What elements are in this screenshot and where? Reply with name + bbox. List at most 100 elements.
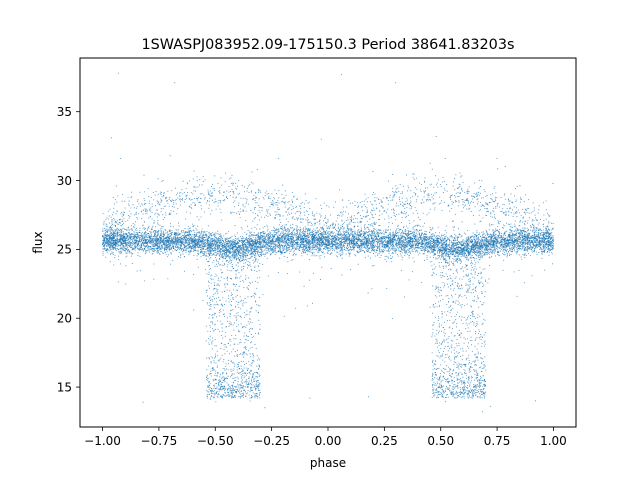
data-point	[337, 243, 339, 245]
data-point	[153, 244, 155, 246]
data-point	[352, 246, 354, 248]
data-point	[169, 229, 171, 231]
data-point	[204, 234, 206, 236]
data-point	[185, 247, 187, 249]
data-point	[548, 254, 550, 256]
data-point	[234, 253, 236, 255]
data-point	[122, 232, 124, 234]
data-point	[286, 229, 288, 231]
data-point	[118, 255, 120, 257]
data-point	[481, 250, 483, 252]
data-point	[403, 238, 405, 240]
data-point	[403, 239, 405, 241]
data-point	[366, 248, 368, 251]
data-point	[187, 247, 189, 249]
data-point	[509, 228, 511, 230]
data-point	[343, 228, 345, 230]
data-point	[162, 252, 164, 254]
data-point	[479, 241, 482, 243]
data-point	[443, 240, 445, 242]
data-point	[373, 236, 375, 238]
data-point	[176, 234, 178, 236]
data-point	[281, 248, 283, 250]
data-point	[351, 245, 353, 247]
data-point	[435, 241, 437, 244]
data-point	[391, 247, 393, 249]
data-point	[414, 236, 416, 238]
data-point	[492, 230, 494, 232]
data-point	[213, 247, 215, 249]
data-point	[183, 244, 185, 246]
data-point	[302, 239, 305, 241]
data-point	[358, 243, 360, 245]
data-point	[201, 238, 203, 240]
data-point	[539, 229, 541, 231]
data-point	[172, 226, 174, 228]
data-point	[202, 236, 204, 238]
data-point	[245, 234, 248, 236]
data-point	[290, 250, 292, 252]
data-point	[356, 250, 358, 252]
data-point	[460, 241, 462, 243]
data-point	[360, 249, 363, 251]
data-point	[481, 235, 483, 237]
data-point	[525, 241, 527, 243]
data-point	[259, 246, 261, 248]
data-point	[472, 235, 474, 237]
data-point	[237, 251, 239, 253]
data-point	[329, 253, 331, 256]
data-point	[174, 235, 176, 238]
data-point	[345, 247, 347, 249]
data-point	[257, 250, 259, 252]
data-point	[287, 237, 289, 239]
data-point	[437, 245, 440, 247]
data-point	[204, 230, 206, 232]
data-point	[429, 229, 432, 231]
data-point	[536, 247, 538, 249]
data-point	[203, 232, 205, 234]
data-point	[375, 251, 377, 254]
data-point	[516, 246, 519, 248]
data-point	[385, 230, 387, 232]
data-point	[221, 251, 223, 253]
data-point	[247, 250, 249, 252]
data-point	[412, 243, 414, 245]
data-point	[288, 239, 291, 241]
data-point	[510, 244, 512, 246]
data-point	[331, 245, 333, 247]
data-point	[511, 247, 513, 249]
data-point	[475, 257, 477, 260]
data-point	[280, 245, 282, 247]
data-point	[242, 258, 244, 260]
data-point	[449, 246, 451, 248]
scatter-points	[102, 72, 554, 413]
data-point	[163, 231, 165, 233]
data-point	[136, 238, 138, 240]
data-point	[436, 238, 438, 240]
data-point	[114, 230, 116, 232]
data-point	[466, 247, 468, 249]
data-point	[296, 237, 298, 239]
data-point	[134, 232, 136, 234]
data-point	[185, 246, 187, 248]
data-point	[104, 248, 106, 250]
data-point	[485, 242, 487, 245]
data-point	[442, 255, 444, 257]
data-point	[340, 231, 342, 233]
data-point	[183, 256, 185, 258]
data-point	[403, 237, 406, 239]
data-point	[219, 255, 221, 257]
data-point	[488, 236, 490, 238]
data-point	[483, 254, 485, 256]
data-point	[389, 232, 391, 234]
data-point	[269, 233, 271, 235]
data-point	[186, 242, 188, 244]
data-point	[536, 253, 538, 256]
data-point	[374, 255, 376, 257]
data-point	[427, 247, 429, 249]
data-point	[143, 243, 145, 245]
data-point	[336, 239, 338, 241]
data-point	[516, 253, 518, 255]
data-point	[541, 247, 543, 249]
data-point	[267, 243, 270, 245]
